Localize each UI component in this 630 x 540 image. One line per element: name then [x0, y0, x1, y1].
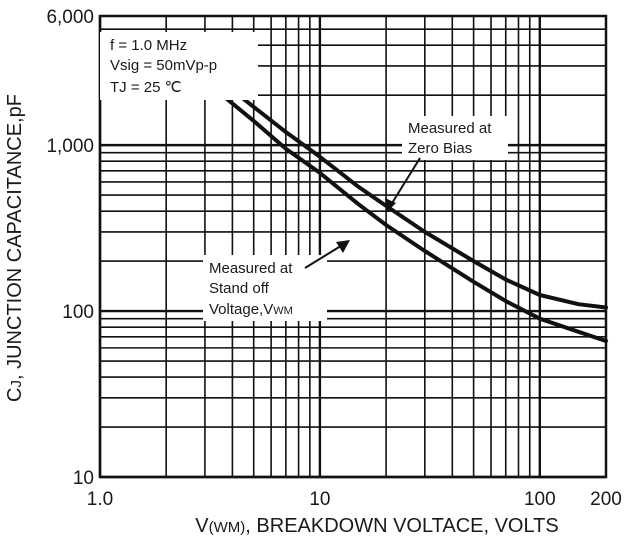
x-tick-labels: 1.0 10 100 200 — [87, 489, 622, 510]
arrow-standoff — [336, 240, 350, 253]
arrow-zero-bias — [385, 198, 396, 213]
x-tick-label: 1.0 — [87, 489, 113, 510]
annotation-standoff-line3: Voltage,VWM — [209, 301, 293, 318]
annotation-zero-bias: Measured at Zero Bias — [385, 116, 508, 213]
data-series — [220, 80, 608, 343]
y-tick-label: 10 — [73, 468, 94, 489]
x-axis-title: V(WM), BREAKDOWN VOLTACE, VOLTS — [195, 515, 558, 537]
y-tick-label: 100 — [62, 302, 94, 323]
annotation-zero-bias-line1: Measured at — [408, 120, 492, 137]
y-tick-label: 6,000 — [46, 7, 94, 28]
condition-temperature: TJ = 25 ℃ — [110, 79, 181, 96]
conditions-legend: f = 1.0 MHz Vsig = 50mVp-p TJ = 25 ℃ — [100, 32, 258, 100]
annotation-zero-bias-line2: Zero Bias — [408, 140, 472, 157]
series-line-zero-bias — [220, 80, 608, 310]
condition-frequency: f = 1.0 MHz — [110, 37, 187, 54]
y-axis-title: CJ, JUNCTION CAPACITANCE,pF — [4, 94, 26, 402]
annotation-standoff: Measured at Stand off Voltage,VWM — [203, 240, 350, 321]
x-tick-label: 100 — [524, 489, 556, 510]
plot-frame — [98, 14, 608, 479]
condition-vsig: Vsig = 50mVp-p — [110, 57, 217, 74]
annotation-standoff-line2: Stand off — [209, 280, 270, 297]
x-tick-label: 10 — [309, 489, 330, 510]
x-tick-label: 200 — [590, 489, 622, 510]
y-tick-label: 1,000 — [46, 136, 94, 157]
series-line-standoff — [220, 93, 608, 343]
y-tick-labels: 10 100 1,000 6,000 — [46, 7, 94, 489]
annotation-standoff-line1: Measured at — [209, 260, 293, 277]
